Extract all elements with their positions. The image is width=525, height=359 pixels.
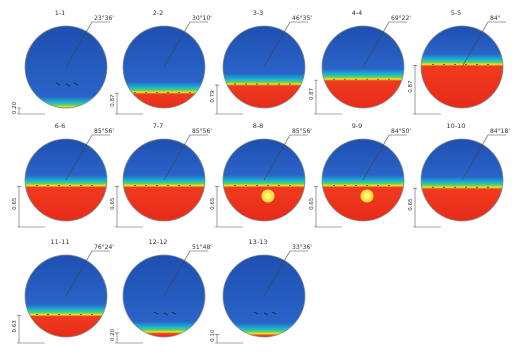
angle-label: 84°: [490, 15, 501, 22]
angle-label: 51°48': [192, 244, 212, 251]
angle-label: 33°36': [292, 244, 312, 251]
hot-spot-core: [363, 192, 371, 200]
cross-section-panel: 8-8 85°56' 0.65: [210, 122, 312, 228]
hot-spot-core: [264, 192, 272, 200]
cross-section-panel: 3-3 46°35' 0.79: [210, 9, 312, 115]
depth-label: 0.87: [110, 94, 116, 107]
depth-label: 0.10: [210, 329, 216, 342]
depth-label: 0.65: [408, 198, 414, 211]
depth-label: 0.65: [110, 197, 116, 210]
angle-leader: [263, 21, 308, 68]
angle-label: 69°22': [391, 15, 411, 22]
section-title: 7-7: [153, 122, 164, 130]
section-title: 12-12: [149, 238, 168, 246]
depth-dimension: [413, 187, 417, 227]
depth-dimension: [17, 315, 21, 343]
angle-label: 30°10': [192, 15, 212, 22]
cross-section-panel: 6-6 85°56' 0.65: [12, 122, 114, 228]
depth-dimension: [314, 186, 318, 227]
angle-leader: [263, 250, 308, 297]
angle-leader: [461, 134, 506, 181]
depth-label: 0.87: [309, 87, 315, 100]
angle-label: 84°18': [490, 128, 510, 135]
depth-dimension: [115, 332, 119, 343]
depth-label: 0.65: [210, 197, 216, 210]
depth-dimension: [215, 334, 219, 343]
centerline-marks: [55, 82, 79, 87]
angle-label: 85°56': [192, 128, 212, 135]
cross-section-panel: 2-2 30°10' 0.87: [110, 9, 212, 115]
angle-leader: [65, 21, 110, 68]
section-title: 13-13: [249, 238, 268, 246]
depth-label: 0.20: [12, 101, 18, 114]
section-title: 2-2: [153, 9, 164, 17]
depth-dimension: [413, 65, 417, 114]
depth-label: 0.65: [309, 197, 315, 210]
section-title: 11-11: [51, 238, 70, 246]
section-title: 1-1: [55, 9, 66, 17]
section-title: 5-5: [451, 9, 462, 17]
cross-section-panel: 4-4 69°22' 0.87: [309, 9, 411, 115]
depth-label: 0.63: [12, 320, 18, 333]
angle-leader: [263, 134, 308, 181]
centerline-marks: [253, 311, 277, 316]
angle-leader: [461, 21, 506, 68]
cross-section-panel: 5-5 84° 0.87: [408, 9, 506, 115]
angle-leader: [65, 134, 110, 181]
depth-dimension: [17, 107, 21, 114]
angle-label: 85°56': [94, 128, 114, 135]
cross-section-panel: 11-11 76°24' 0.63: [12, 238, 114, 344]
angle-leader: [163, 250, 208, 297]
depth-dimension: [215, 84, 219, 114]
section-title: 4-4: [352, 9, 363, 17]
cross-section-panel: 12-12 51°48' 0.20: [110, 238, 212, 344]
depth-dimension: [17, 186, 21, 227]
angle-label: 46°35': [292, 15, 312, 22]
depth-dimension: [314, 79, 318, 114]
depth-dimension: [115, 92, 119, 114]
angle-leader: [163, 134, 208, 181]
angle-label: 84°50': [391, 128, 411, 135]
depth-label: 0.79: [210, 90, 216, 103]
section-title: 9-9: [352, 122, 363, 130]
depth-dimension: [115, 186, 119, 227]
depth-label: 0.20: [110, 328, 116, 341]
cross-section-panel: 7-7 85°56' 0.65: [110, 122, 212, 228]
cross-section-panel: 1-1 23°36' 0.20: [12, 9, 114, 115]
angle-leader: [362, 21, 407, 68]
section-title: 6-6: [55, 122, 66, 130]
depth-label: 0.65: [12, 197, 18, 210]
angle-leader: [362, 134, 407, 181]
cross-section-panel: 10-10 84°18' 0.65: [408, 122, 510, 228]
depth-label: 0.87: [408, 80, 414, 93]
angle-leader: [65, 250, 110, 297]
cross-section-panel: 13-13 33°36' 0.10: [210, 238, 312, 344]
section-title: 10-10: [447, 122, 466, 130]
cross-section-panel: 9-9 84°50' 0.65: [309, 122, 411, 228]
section-title: 3-3: [253, 9, 264, 17]
centerline-marks: [153, 311, 177, 316]
section-title: 8-8: [253, 122, 264, 130]
angle-label: 23°36': [94, 15, 114, 22]
angle-label: 85°56': [292, 128, 312, 135]
depth-dimension: [215, 186, 219, 227]
angle-leader: [163, 21, 208, 68]
angle-label: 76°24': [94, 244, 114, 251]
